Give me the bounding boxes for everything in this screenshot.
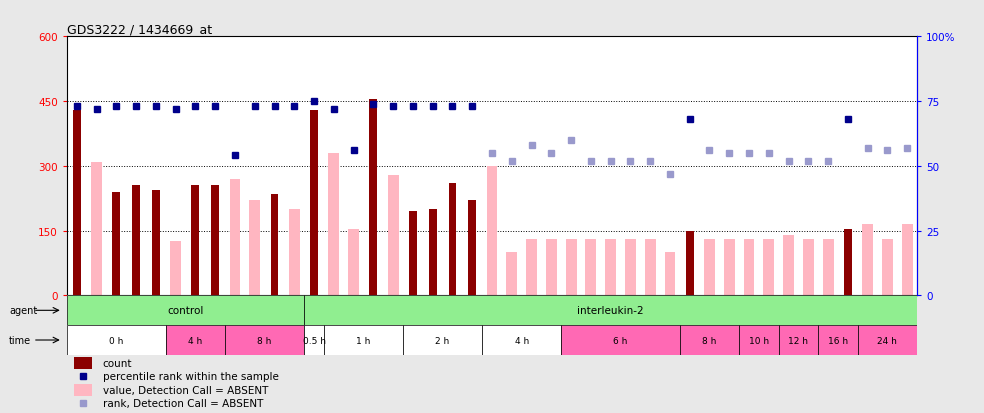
Bar xyxy=(67,296,304,325)
Bar xyxy=(803,240,814,296)
Bar xyxy=(819,325,858,355)
Text: 4 h: 4 h xyxy=(188,336,203,345)
Bar xyxy=(625,240,636,296)
Text: agent: agent xyxy=(9,306,37,316)
Text: 10 h: 10 h xyxy=(749,336,769,345)
Bar xyxy=(409,212,417,296)
Text: 8 h: 8 h xyxy=(258,336,272,345)
Bar xyxy=(67,325,165,355)
Text: 0 h: 0 h xyxy=(109,336,124,345)
Bar xyxy=(783,235,794,296)
Bar xyxy=(388,175,399,296)
Bar xyxy=(348,229,359,296)
Bar xyxy=(92,162,102,296)
Text: 4 h: 4 h xyxy=(515,336,528,345)
Bar xyxy=(704,240,715,296)
Bar xyxy=(645,240,655,296)
Bar xyxy=(686,231,694,296)
Bar xyxy=(249,201,260,296)
Text: 16 h: 16 h xyxy=(828,336,848,345)
Bar xyxy=(605,240,616,296)
Bar xyxy=(369,100,377,296)
Bar xyxy=(664,253,675,296)
Text: value, Detection Call = ABSENT: value, Detection Call = ABSENT xyxy=(102,385,268,395)
Bar xyxy=(304,296,917,325)
Text: 2 h: 2 h xyxy=(436,336,450,345)
Bar xyxy=(561,325,680,355)
Bar xyxy=(324,325,403,355)
Bar xyxy=(585,240,596,296)
Bar xyxy=(507,253,518,296)
Bar xyxy=(468,201,476,296)
Bar xyxy=(844,229,852,296)
Text: GDS3222 / 1434669_at: GDS3222 / 1434669_at xyxy=(67,23,212,36)
Bar xyxy=(739,325,778,355)
Text: 6 h: 6 h xyxy=(613,336,628,345)
Bar xyxy=(403,325,482,355)
Text: 8 h: 8 h xyxy=(703,336,716,345)
Bar xyxy=(74,384,92,396)
Bar xyxy=(858,325,917,355)
Bar xyxy=(132,186,140,296)
Bar xyxy=(901,225,912,296)
Text: 12 h: 12 h xyxy=(788,336,809,345)
Text: control: control xyxy=(167,306,204,316)
Bar xyxy=(165,325,225,355)
Bar xyxy=(112,192,120,296)
Bar xyxy=(546,240,557,296)
Bar xyxy=(271,195,278,296)
Bar xyxy=(882,240,892,296)
Text: interleukin-2: interleukin-2 xyxy=(578,306,644,316)
Bar xyxy=(170,242,181,296)
Text: 24 h: 24 h xyxy=(878,336,897,345)
Text: rank, Detection Call = ABSENT: rank, Detection Call = ABSENT xyxy=(102,399,263,408)
Bar xyxy=(482,325,561,355)
Bar xyxy=(744,240,755,296)
Bar xyxy=(229,179,240,296)
Bar xyxy=(764,240,774,296)
Bar xyxy=(724,240,735,296)
Bar xyxy=(823,240,833,296)
Bar xyxy=(289,209,300,296)
Bar xyxy=(526,240,537,296)
Bar xyxy=(67,296,917,394)
Bar xyxy=(329,154,339,296)
Bar xyxy=(862,225,873,296)
Bar xyxy=(778,325,819,355)
Bar xyxy=(310,110,318,296)
Text: percentile rank within the sample: percentile rank within the sample xyxy=(102,372,278,382)
Bar xyxy=(152,190,159,296)
Bar xyxy=(74,357,92,369)
Bar xyxy=(486,166,498,296)
Bar xyxy=(192,186,200,296)
Bar xyxy=(429,209,437,296)
Bar xyxy=(566,240,577,296)
Text: 1 h: 1 h xyxy=(356,336,371,345)
Bar xyxy=(225,325,304,355)
Bar xyxy=(212,186,219,296)
Text: 0.5 h: 0.5 h xyxy=(302,336,326,345)
Bar xyxy=(680,325,739,355)
Bar xyxy=(304,325,324,355)
Text: count: count xyxy=(102,358,132,368)
Bar xyxy=(73,110,81,296)
Text: time: time xyxy=(9,335,31,345)
Bar xyxy=(449,184,457,296)
